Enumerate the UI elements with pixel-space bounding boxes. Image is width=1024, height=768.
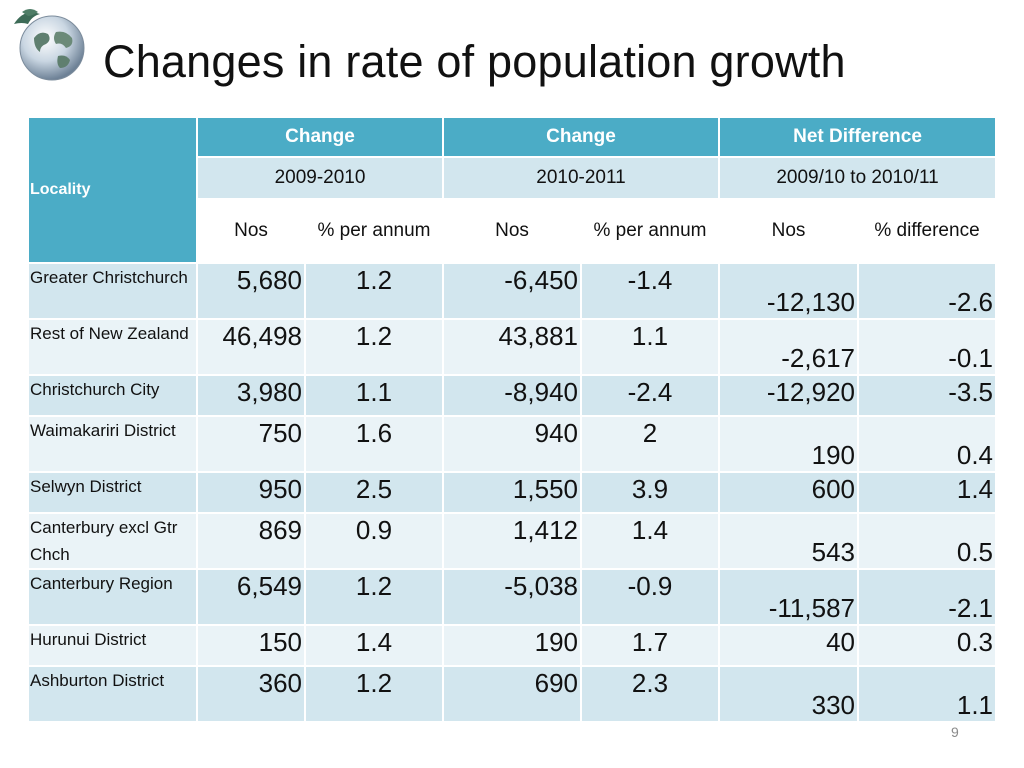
locality-cell: Christchurch City (29, 375, 198, 417)
subheader-pct-2: % per annum (581, 199, 720, 264)
value-cell: 150 (197, 625, 306, 667)
table-row: Selwyn District 950 2.5 1,550 3.9 600 1.… (29, 472, 998, 514)
table-row: Hurunui District 150 1.4 190 1.7 40 0.3 (29, 625, 998, 667)
locality-cell: Waimakariri District (29, 416, 198, 473)
group-header-net-difference: Net Difference (719, 118, 998, 158)
population-growth-table: Locality Change Change Net Difference 20… (29, 118, 998, 723)
value-cell: 1.1 (858, 666, 998, 723)
value-cell: -11,587 (719, 569, 859, 626)
value-cell: 43,881 (443, 319, 582, 376)
value-cell: -2.1 (858, 569, 998, 626)
value-cell: 1.1 (305, 375, 444, 417)
locality-cell: Ashburton District (29, 666, 198, 723)
value-cell: 330 (719, 666, 859, 723)
period-header-2: 2010-2011 (443, 157, 720, 200)
subheader-nos-1: Nos (197, 199, 306, 264)
value-cell: -0.1 (858, 319, 998, 376)
value-cell: 0.4 (858, 416, 998, 473)
locality-cell: Selwyn District (29, 472, 198, 514)
value-cell: 1.4 (305, 625, 444, 667)
locality-cell: Hurunui District (29, 625, 198, 667)
value-cell: 40 (719, 625, 859, 667)
globe-icon (14, 9, 85, 81)
table-row: Canterbury Region 6,549 1.2 -5,038 -0.9 … (29, 569, 998, 626)
value-cell: 600 (719, 472, 859, 514)
locality-cell: Canterbury Region (29, 569, 198, 626)
value-cell: 1.1 (581, 319, 720, 376)
value-cell: 0.3 (858, 625, 998, 667)
value-cell: -6,450 (443, 263, 582, 320)
locality-cell: Rest of New Zealand (29, 319, 198, 376)
value-cell: 690 (443, 666, 582, 723)
value-cell: 1.6 (305, 416, 444, 473)
value-cell: 869 (197, 513, 306, 570)
value-cell: 750 (197, 416, 306, 473)
table-row: Christchurch City 3,980 1.1 -8,940 -2.4 … (29, 375, 998, 417)
value-cell: 543 (719, 513, 859, 570)
value-cell: 1.4 (858, 472, 998, 514)
value-cell: 2 (581, 416, 720, 473)
subheader-nos-3: Nos (719, 199, 859, 264)
value-cell: -5,038 (443, 569, 582, 626)
slide-title: Changes in rate of population growth (103, 36, 846, 87)
value-cell: 1.2 (305, 666, 444, 723)
value-cell: 0.9 (305, 513, 444, 570)
period-header-3: 2009/10 to 2010/11 (719, 157, 998, 200)
header-row-periods: 2009-2010 2010-2011 2009/10 to 2010/11 (29, 157, 998, 200)
locality-cell: Canterbury excl Gtr Chch (29, 513, 198, 570)
table-row: Ashburton District 360 1.2 690 2.3 330 1… (29, 666, 998, 723)
value-cell: -1.4 (581, 263, 720, 320)
value-cell: -12,130 (719, 263, 859, 320)
value-cell: 6,549 (197, 569, 306, 626)
table-row: Rest of New Zealand 46,498 1.2 43,881 1.… (29, 319, 998, 376)
value-cell: 3.9 (581, 472, 720, 514)
value-cell: -12,920 (719, 375, 859, 417)
value-cell: -0.9 (581, 569, 720, 626)
locality-cell: Greater Christchurch (29, 263, 198, 320)
group-header-change-1: Change (197, 118, 444, 158)
value-cell: 190 (719, 416, 859, 473)
value-cell: 360 (197, 666, 306, 723)
header-row-subheaders: Nos % per annum Nos % per annum Nos % di… (29, 199, 998, 264)
value-cell: 0.5 (858, 513, 998, 570)
value-cell: 1.2 (305, 569, 444, 626)
locality-header: Locality (29, 118, 198, 264)
value-cell: 2.5 (305, 472, 444, 514)
value-cell: 1.2 (305, 319, 444, 376)
value-cell: 950 (197, 472, 306, 514)
table-row: Greater Christchurch 5,680 1.2 -6,450 -1… (29, 263, 998, 320)
table-row: Waimakariri District 750 1.6 940 2 190 0… (29, 416, 998, 473)
subheader-pct-1: % per annum (305, 199, 444, 264)
value-cell: 3,980 (197, 375, 306, 417)
value-cell: -8,940 (443, 375, 582, 417)
value-cell: -2.6 (858, 263, 998, 320)
value-cell: 940 (443, 416, 582, 473)
page-number: 9 (951, 724, 959, 740)
value-cell: -2.4 (581, 375, 720, 417)
table-row: Canterbury excl Gtr Chch 869 0.9 1,412 1… (29, 513, 998, 570)
value-cell: 5,680 (197, 263, 306, 320)
subheader-nos-2: Nos (443, 199, 582, 264)
value-cell: 1.2 (305, 263, 444, 320)
value-cell: 1,550 (443, 472, 582, 514)
value-cell: -2,617 (719, 319, 859, 376)
value-cell: 46,498 (197, 319, 306, 376)
subheader-pct-diff: % difference (858, 199, 998, 264)
value-cell: 190 (443, 625, 582, 667)
value-cell: 2.3 (581, 666, 720, 723)
period-header-1: 2009-2010 (197, 157, 444, 200)
header-row-groups: Locality Change Change Net Difference (29, 118, 998, 264)
value-cell: 1,412 (443, 513, 582, 570)
group-header-change-2: Change (443, 118, 720, 158)
value-cell: 1.4 (581, 513, 720, 570)
value-cell: -3.5 (858, 375, 998, 417)
value-cell: 1.7 (581, 625, 720, 667)
